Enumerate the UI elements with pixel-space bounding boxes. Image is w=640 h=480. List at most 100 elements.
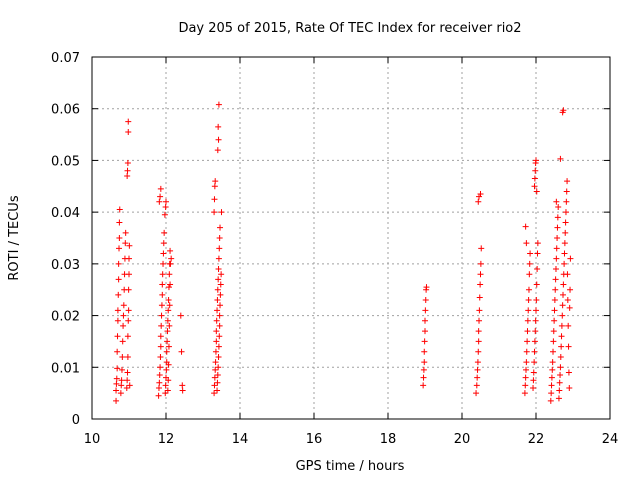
data-point-marker xyxy=(215,266,222,273)
data-point-marker xyxy=(565,322,572,329)
data-point-marker xyxy=(118,366,125,373)
data-point-marker xyxy=(157,343,164,350)
data-point-marker xyxy=(216,235,223,241)
data-point-marker xyxy=(179,382,186,389)
data-point-marker xyxy=(551,317,558,324)
data-point-marker xyxy=(167,247,174,254)
data-point-marker xyxy=(552,266,559,273)
data-point-marker xyxy=(475,348,482,355)
data-point-marker xyxy=(532,317,539,324)
data-point-marker xyxy=(213,317,220,324)
data-point-marker xyxy=(165,377,172,384)
data-point-marker xyxy=(557,372,564,379)
data-point-marker xyxy=(217,302,224,309)
data-point-marker xyxy=(120,312,127,319)
data-point-marker xyxy=(476,193,483,200)
data-point-marker xyxy=(118,377,125,384)
data-point-marker xyxy=(120,322,127,329)
data-point-marker xyxy=(214,387,221,394)
data-point-marker xyxy=(160,250,167,257)
data-point-marker xyxy=(114,333,121,340)
data-point-marker xyxy=(560,291,567,298)
x-tick-label: 24 xyxy=(602,432,619,447)
data-point-marker xyxy=(156,198,163,205)
data-point-marker xyxy=(553,255,560,262)
data-point-marker xyxy=(478,245,485,252)
data-point-marker xyxy=(214,372,221,379)
data-point-marker xyxy=(215,123,222,130)
data-point-marker xyxy=(161,229,168,236)
data-point-marker xyxy=(475,338,482,345)
y-tick-label: 0 xyxy=(72,413,80,428)
data-point-marker xyxy=(556,387,563,394)
data-point-marker xyxy=(565,369,572,376)
data-point-marker xyxy=(476,307,483,314)
data-point-marker xyxy=(211,390,218,397)
data-point-marker xyxy=(124,377,131,384)
data-point-marker xyxy=(554,214,561,221)
data-point-marker xyxy=(559,302,566,309)
data-point-marker xyxy=(159,271,166,278)
data-point-marker xyxy=(475,328,482,335)
data-point-marker xyxy=(213,338,220,345)
data-point-marker xyxy=(534,266,541,273)
data-point-marker xyxy=(164,328,171,335)
data-point-marker xyxy=(548,374,555,381)
x-axis-label: GPS time / hours xyxy=(296,459,405,474)
data-point-marker xyxy=(562,219,569,226)
y-tick-label: 0.04 xyxy=(51,206,80,221)
data-point-marker xyxy=(523,366,530,373)
data-points xyxy=(113,101,574,404)
data-point-marker xyxy=(477,191,484,198)
data-point-marker xyxy=(521,390,528,397)
data-point-marker xyxy=(214,297,221,304)
y-tick-label: 0.05 xyxy=(51,154,80,169)
data-point-marker xyxy=(525,297,532,304)
data-point-marker xyxy=(156,372,163,379)
data-point-marker xyxy=(126,255,132,262)
y-tick-label: 0.06 xyxy=(51,103,80,118)
y-tick-label: 0.07 xyxy=(51,51,80,66)
data-point-marker xyxy=(216,322,223,329)
data-point-marker xyxy=(560,107,567,114)
grid-lines xyxy=(92,57,610,419)
data-point-marker xyxy=(534,250,541,257)
data-point-marker xyxy=(179,387,186,394)
data-point-marker xyxy=(532,328,539,335)
data-point-marker xyxy=(420,366,427,373)
data-point-marker xyxy=(214,379,221,386)
data-point-marker xyxy=(165,284,172,291)
data-point-marker xyxy=(548,390,555,397)
data-point-marker xyxy=(177,312,184,319)
data-point-marker xyxy=(155,392,162,399)
data-point-marker xyxy=(156,379,163,386)
data-point-marker xyxy=(118,382,125,389)
data-point-marker xyxy=(155,384,162,391)
data-point-marker xyxy=(216,333,223,340)
data-point-marker xyxy=(162,203,169,210)
data-point-marker xyxy=(551,307,558,314)
data-point-marker xyxy=(531,359,538,366)
data-point-marker xyxy=(558,322,565,329)
data-point-marker xyxy=(215,353,222,360)
data-point-marker xyxy=(214,147,221,154)
data-point-marker xyxy=(125,128,132,135)
data-point-marker xyxy=(526,260,533,267)
data-point-marker xyxy=(167,281,174,288)
y-tick-label: 0.02 xyxy=(51,310,80,325)
data-point-marker xyxy=(159,291,166,298)
x-tick-label: 12 xyxy=(158,432,175,447)
data-point-marker xyxy=(475,198,482,205)
y-axis-label: ROTI / TECUs xyxy=(7,195,22,280)
data-point-marker xyxy=(162,390,169,397)
x-tick-label: 22 xyxy=(528,432,545,447)
data-point-marker xyxy=(421,338,428,345)
data-point-marker xyxy=(554,235,561,241)
data-point-marker xyxy=(126,271,132,278)
data-point-marker xyxy=(113,387,120,394)
data-point-marker xyxy=(474,366,481,373)
chart-title: Day 205 of 2015, Rate Of TEC Index for r… xyxy=(178,21,521,36)
data-point-marker xyxy=(560,281,567,288)
data-point-marker xyxy=(215,276,222,283)
data-point-marker xyxy=(124,353,131,360)
